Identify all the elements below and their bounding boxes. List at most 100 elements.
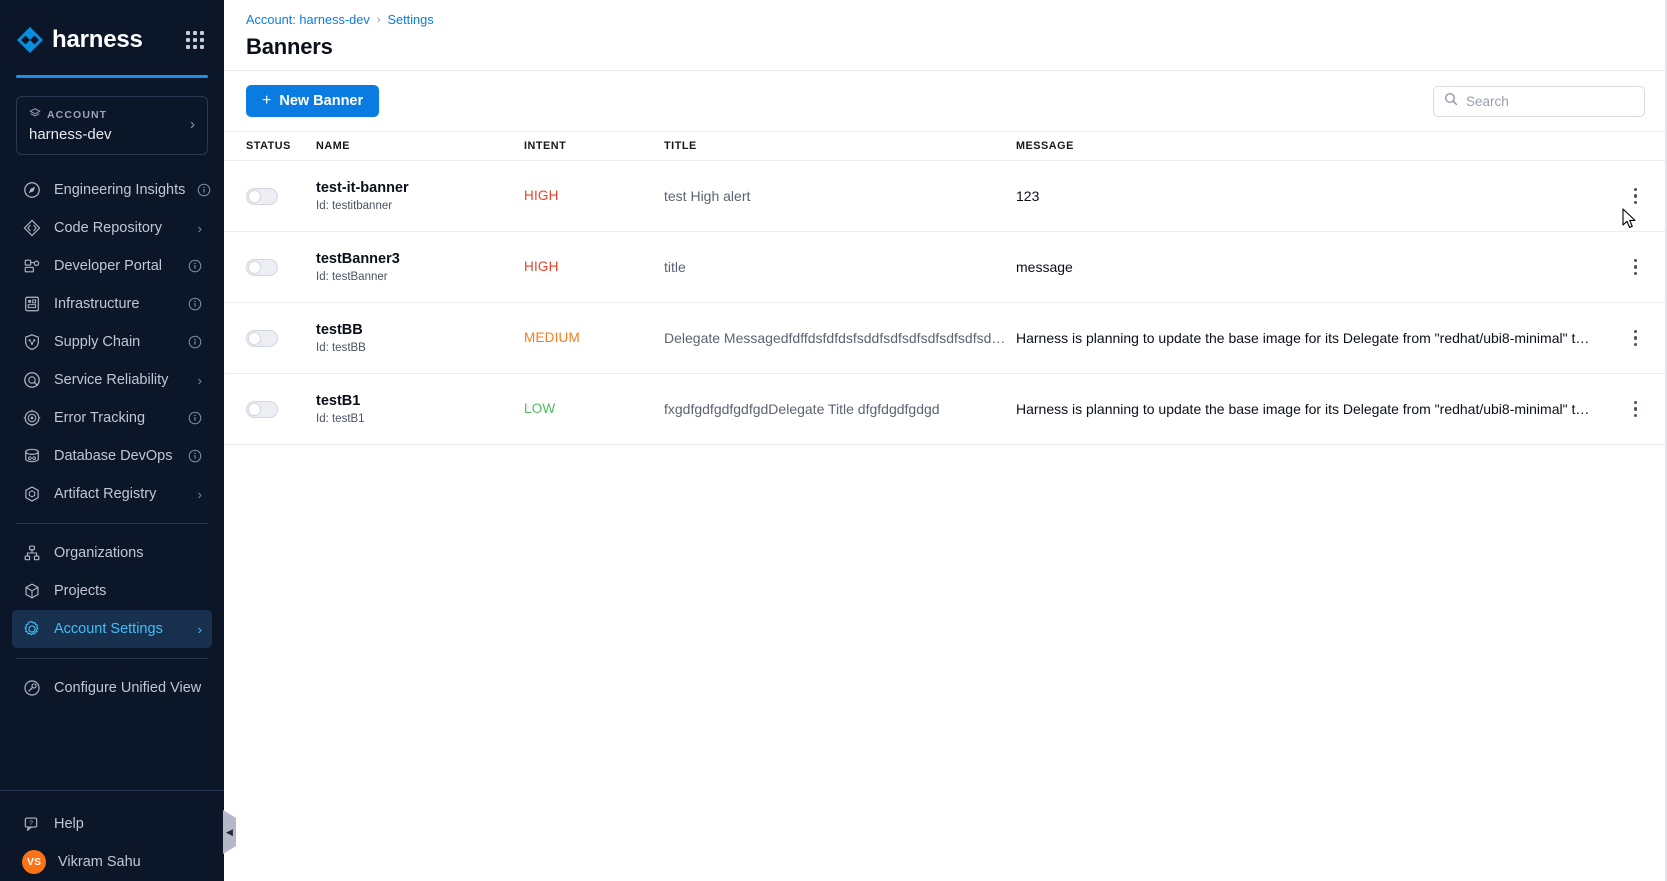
sidebar: harness ACCOUNT harness-dev › xyxy=(0,0,236,881)
brand-name: harness xyxy=(52,26,143,53)
app-grid-icon[interactable] xyxy=(182,27,208,53)
sidebar-bottom: ? Help VS Vikram Sahu xyxy=(0,790,224,881)
intent-badge: LOW xyxy=(524,401,556,416)
database-icon xyxy=(22,446,42,466)
chevron-right-icon[interactable]: › xyxy=(197,486,202,502)
row-intent-cell: HIGH xyxy=(524,258,664,276)
kebab-menu-icon[interactable] xyxy=(1626,397,1646,422)
plus-icon: + xyxy=(262,92,272,109)
info-icon[interactable] xyxy=(188,297,202,311)
row-status-cell xyxy=(246,329,316,347)
sidebar-nav: Engineering Insights Code Repository › D… xyxy=(0,171,224,790)
sidebar-divider xyxy=(16,523,208,524)
banner-title: test High alert xyxy=(664,188,751,204)
sidebar-item-projects[interactable]: Projects xyxy=(12,572,212,610)
sidebar-item-label: Engineering Insights xyxy=(54,182,186,198)
info-icon[interactable] xyxy=(188,335,202,349)
status-toggle[interactable] xyxy=(246,258,278,276)
table-row[interactable]: test-it-banner Id: testitbanner HIGH tes… xyxy=(224,161,1667,232)
sidebar-item-error-tracking[interactable]: Error Tracking xyxy=(12,399,212,437)
account-label-row: ACCOUNT xyxy=(29,106,112,124)
sidebar-item-label: Help xyxy=(54,816,84,832)
row-intent-cell: MEDIUM xyxy=(524,329,664,347)
status-toggle[interactable] xyxy=(246,187,278,205)
row-status-cell xyxy=(246,258,316,276)
info-icon[interactable] xyxy=(188,449,202,463)
search-box[interactable] xyxy=(1433,85,1645,117)
breadcrumb-item-settings[interactable]: Settings xyxy=(387,12,434,27)
sidebar-item-label: Artifact Registry xyxy=(54,486,157,502)
kebab-menu-icon[interactable] xyxy=(1626,255,1646,280)
banner-id: Id: testBanner xyxy=(316,271,388,284)
sidebar-item-label: Infrastructure xyxy=(54,296,140,312)
table-row[interactable]: testB1 Id: testB1 LOW fxgdfgdfgdfgdfgdDe… xyxy=(224,374,1667,445)
column-header-status: STATUS xyxy=(246,140,291,152)
svg-text:?: ? xyxy=(29,820,33,827)
table-row[interactable]: testBanner3 Id: testBanner HIGH title me… xyxy=(224,232,1667,303)
sidebar-item-help[interactable]: ? Help xyxy=(12,805,212,843)
sidebar-item-label: Database DevOps xyxy=(54,448,173,464)
org-tree-icon xyxy=(22,543,42,563)
column-header-intent: INTENT xyxy=(524,140,567,152)
chevron-right-icon[interactable]: › xyxy=(197,220,202,236)
sidebar-item-artifact-registry[interactable]: Artifact Registry › xyxy=(12,475,212,513)
code-icon xyxy=(22,218,42,238)
harness-logo-icon xyxy=(16,26,44,54)
info-icon[interactable] xyxy=(188,259,202,273)
kebab-menu-icon[interactable] xyxy=(1626,184,1646,209)
toggle-knob xyxy=(248,260,261,274)
sidebar-item-configure-unified-view[interactable]: Configure Unified View xyxy=(12,669,212,707)
row-intent-cell: HIGH xyxy=(524,187,664,205)
account-info: ACCOUNT harness-dev xyxy=(29,106,112,143)
row-status-cell xyxy=(246,400,316,418)
cube-icon xyxy=(22,484,42,504)
wrench-circle-icon xyxy=(22,678,42,698)
toolbar: + New Banner xyxy=(224,71,1667,131)
collapse-left-icon[interactable]: ◀ xyxy=(223,810,236,854)
row-actions-cell xyxy=(1605,326,1645,351)
info-icon[interactable] xyxy=(188,411,202,425)
search-input[interactable] xyxy=(1466,93,1643,109)
sidebar-item-developer-portal[interactable]: Developer Portal xyxy=(12,247,212,285)
kebab-menu-icon[interactable] xyxy=(1626,326,1646,351)
account-value: harness-dev xyxy=(29,126,112,143)
sidebar-divider xyxy=(16,658,208,659)
sidebar-item-label: Configure Unified View xyxy=(54,680,202,696)
sidebar-item-organizations[interactable]: Organizations xyxy=(12,534,212,572)
chevron-right-icon[interactable]: › xyxy=(197,621,202,637)
breadcrumb-item-account[interactable]: Account: harness-dev xyxy=(246,12,370,27)
sidebar-item-infrastructure[interactable]: Infrastructure xyxy=(12,285,212,323)
column-header-message: MESSAGE xyxy=(1016,140,1074,152)
brand-row: harness xyxy=(16,18,208,62)
row-actions-cell xyxy=(1605,397,1645,422)
sidebar-item-code-repository[interactable]: Code Repository › xyxy=(12,209,212,247)
status-toggle[interactable] xyxy=(246,400,278,418)
brand[interactable]: harness xyxy=(16,26,143,54)
sidebar-item-database-devops[interactable]: Database DevOps xyxy=(12,437,212,475)
search-icon xyxy=(1444,92,1458,111)
banner-message: message xyxy=(1016,259,1073,275)
banner-id: Id: testB1 xyxy=(316,413,365,426)
sidebar-item-engineering-insights[interactable]: Engineering Insights xyxy=(12,171,212,209)
account-selector[interactable]: ACCOUNT harness-dev › xyxy=(16,96,208,155)
table-row[interactable]: testBB Id: testBB MEDIUM Delegate Messag… xyxy=(224,303,1667,374)
banner-name: testB1 xyxy=(316,392,361,409)
toggle-knob xyxy=(248,402,261,416)
toggle-knob xyxy=(248,331,261,345)
sidebar-item-label: Account Settings xyxy=(54,621,163,637)
status-toggle[interactable] xyxy=(246,329,278,347)
column-header-name: NAME xyxy=(316,140,350,152)
chevron-right-icon[interactable]: › xyxy=(197,372,202,388)
new-banner-button[interactable]: + New Banner xyxy=(246,85,380,117)
sidebar-item-supply-chain[interactable]: Supply Chain xyxy=(12,323,212,361)
user-profile[interactable]: VS Vikram Sahu xyxy=(12,843,212,881)
banner-id: Id: testitbanner xyxy=(316,200,393,213)
sidebar-item-label: Supply Chain xyxy=(54,334,141,350)
info-icon[interactable] xyxy=(197,183,211,197)
new-banner-label: New Banner xyxy=(279,93,364,109)
toggle-knob xyxy=(248,189,261,203)
sidebar-item-account-settings[interactable]: Account Settings › xyxy=(12,610,212,648)
banner-title: fxgdfgdfgdfgdfgdDelegate Title dfgfdgdfg… xyxy=(664,401,940,417)
sidebar-item-service-reliability[interactable]: Service Reliability › xyxy=(12,361,212,399)
compass-icon xyxy=(22,180,42,200)
